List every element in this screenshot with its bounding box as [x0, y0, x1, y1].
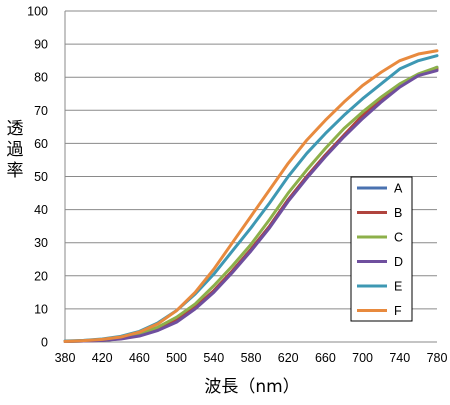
- x-tick-label: 740: [389, 351, 410, 365]
- y-tick-label: 80: [34, 71, 48, 85]
- x-tick-label: 700: [352, 351, 373, 365]
- x-tick-label: 620: [278, 351, 299, 365]
- y-tick-label: 100: [27, 5, 48, 19]
- x-tick-label: 460: [129, 351, 150, 365]
- legend-label-C: C: [394, 231, 403, 245]
- legend-label-A: A: [394, 182, 403, 196]
- legend-label-F: F: [394, 304, 402, 318]
- x-tick-label: 660: [315, 351, 336, 365]
- x-tick-label: 380: [55, 351, 76, 365]
- axes: [64, 11, 437, 343]
- x-tick-labels: 380 420 460 500 540 580 620 660 700 740 780: [55, 351, 448, 365]
- x-tick-label: 420: [92, 351, 113, 365]
- y-axis-title: 透過率: [7, 119, 24, 181]
- x-tick-label: 540: [203, 351, 224, 365]
- y-tick-label: 60: [34, 137, 48, 151]
- y-tick-label: 70: [34, 104, 48, 118]
- series-line-F: [63, 49, 439, 343]
- legend-label-D: D: [394, 255, 403, 269]
- y-tick-label: 30: [34, 236, 48, 250]
- y-tick-label: 50: [34, 170, 48, 184]
- x-tick-label: 780: [427, 351, 448, 365]
- y-tick-label: 40: [34, 203, 48, 217]
- grid-lines: [65, 10, 437, 343]
- x-tick-label: 500: [166, 351, 187, 365]
- x-axis-title: 波長（nm）: [204, 377, 299, 397]
- y-tick-labels: 0 10 20 30 40 50 60 70 80 90 100: [27, 5, 48, 350]
- series-lines: [63, 49, 439, 343]
- y-tick-label: 20: [34, 269, 48, 283]
- y-tick-label: 10: [34, 302, 48, 316]
- legend-box: [350, 176, 413, 322]
- legend-label-B: B: [394, 206, 402, 220]
- x-tick-label: 580: [241, 351, 262, 365]
- legend-label-E: E: [394, 280, 402, 294]
- y-tick-label: 0: [41, 336, 48, 350]
- series-line-D: [63, 69, 439, 343]
- y-tick-label: 90: [34, 38, 48, 52]
